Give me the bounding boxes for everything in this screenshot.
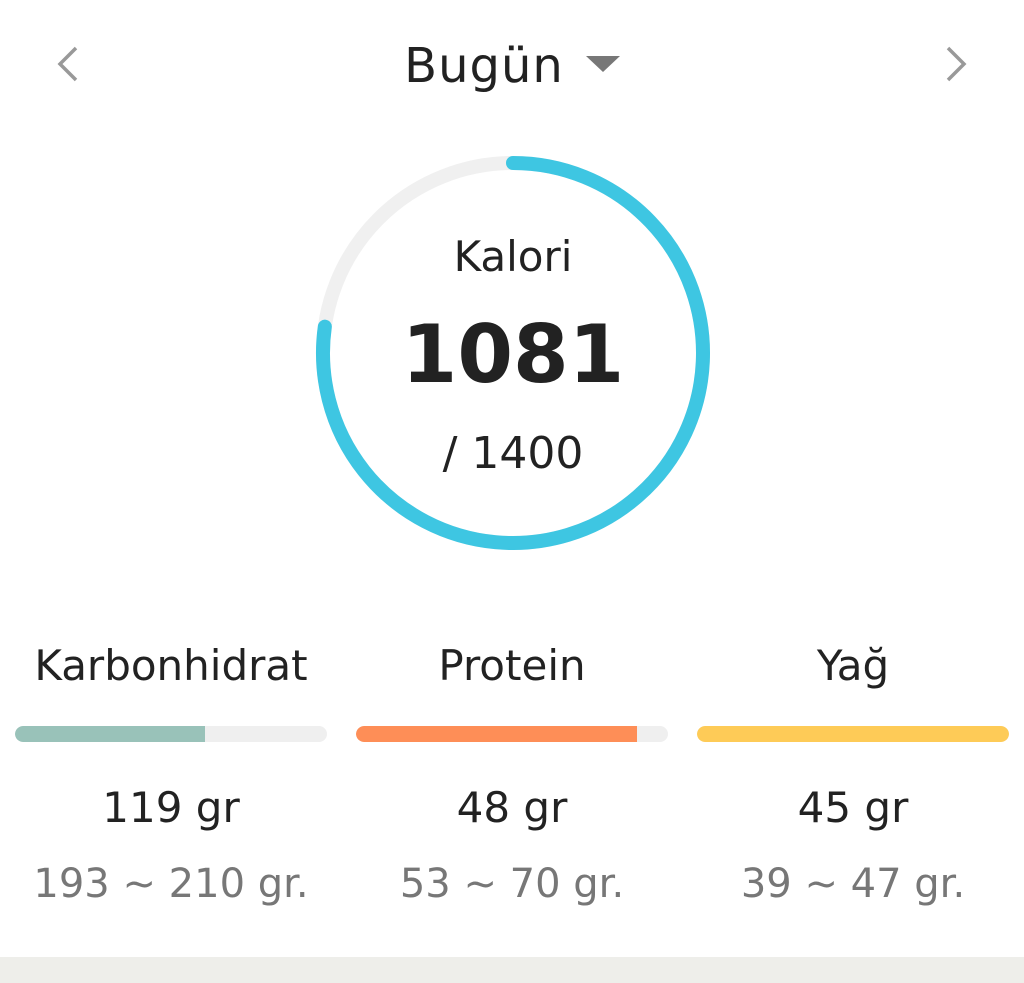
macro-range: 193 ~ 210 gr. [33,861,309,907]
macro-carbs: Karbonhidrat 119 gr 193 ~ 210 gr. [15,640,327,910]
caret-down-icon [585,56,620,72]
calorie-goal: / 1400 [442,428,584,479]
macro-amount: 45 gr [797,783,909,832]
macro-label: Karbonhidrat [34,641,308,690]
macro-label: Protein [438,641,586,690]
macro-progress-fill [15,726,206,742]
date-selector[interactable]: Bugün [0,38,1024,94]
macro-range: 53 ~ 70 gr. [399,861,625,907]
macro-label: Yağ [816,641,890,690]
chevron-left-icon [57,46,78,82]
chevron-right-icon [946,46,967,82]
macro-progress-fill [356,726,637,742]
macro-progress-bar [697,726,1009,742]
macro-fat: Yağ 45 gr 39 ~ 47 gr. [697,640,1009,910]
calorie-ring-progress [316,156,710,550]
macro-amount: 119 gr [102,783,240,832]
macro-progress-fill [697,726,1009,742]
previous-day-button[interactable] [48,40,88,88]
next-day-button[interactable] [936,40,976,88]
calorie-value: 1081 [401,308,625,401]
macro-progress-bar [356,726,668,742]
calorie-label: Kalori [453,232,573,281]
date-label: Bugün [404,38,564,94]
macro-progress-bar [15,726,327,742]
macro-protein: Protein 48 gr 53 ~ 70 gr. [356,640,668,910]
section-divider [0,957,1024,983]
calorie-ring [316,156,710,550]
macro-range: 39 ~ 47 gr. [740,861,966,907]
macro-amount: 48 gr [456,783,568,832]
